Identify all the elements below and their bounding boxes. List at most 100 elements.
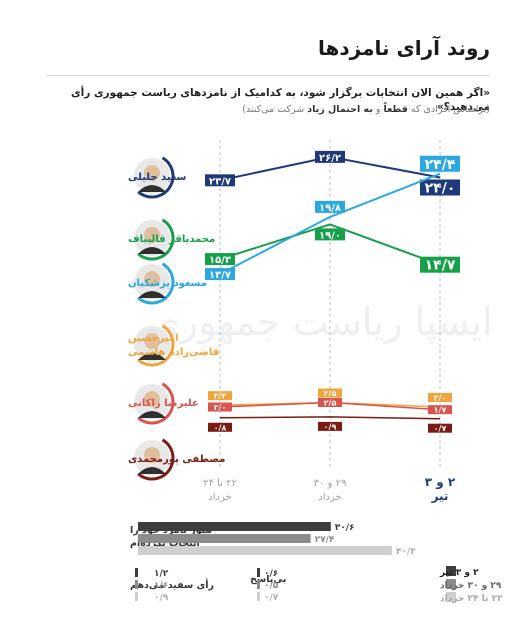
candidate-name: مصطفی پورمحمدی — [128, 454, 225, 465]
data-label: ۲/۰ — [214, 403, 227, 412]
data-label: ۲/۵ — [324, 389, 337, 398]
legend-label: ۲ و ۳ تیر — [439, 568, 479, 578]
x-tick-label: تیر — [431, 489, 449, 503]
subtitle-suffix: شرکت می‌کنند) — [242, 104, 308, 115]
candidate-photo-ring — [129, 259, 175, 305]
survey-question: «اگر همین الان انتخابات برگزار شود، به ک… — [71, 87, 490, 113]
subtitle-mid: و — [372, 104, 384, 115]
data-label: ۱۳/۷ — [209, 270, 231, 281]
no-answer-label: بی‌پاسخ — [250, 574, 287, 585]
data-label: ۱۵/۳ — [209, 255, 231, 266]
blank-vote-marker — [135, 592, 138, 601]
title-divider — [46, 75, 490, 76]
candidate-photo-ring — [129, 215, 175, 261]
data-label-bg — [428, 393, 452, 402]
candidate-face — [144, 165, 160, 181]
candidate-face — [144, 333, 160, 349]
blank-vote-value: ۱/۶ — [154, 581, 168, 591]
no-answer-value: ۰/۵ — [264, 581, 279, 591]
data-label-bg — [318, 388, 342, 398]
candidate-face — [144, 447, 160, 463]
data-label-bg — [428, 423, 452, 433]
blank-vote-marker — [135, 568, 138, 577]
data-label: ۲/۲ — [214, 392, 227, 401]
x-tick-label: ۲۲ تا ۲۴ — [203, 478, 237, 489]
candidate-suit — [138, 467, 166, 474]
no-answer-marker — [257, 568, 260, 577]
data-label-bg — [315, 150, 345, 163]
data-label: ۱/۷ — [434, 406, 447, 415]
no-answer-marker — [257, 592, 260, 601]
legend-label: ۲۹ و ۳۰ خرداد — [440, 581, 502, 591]
blank-vote-value: ۱/۲ — [154, 569, 169, 579]
undecided-bar — [138, 546, 392, 555]
candidate-photo-ring — [129, 435, 175, 481]
candidate-name: قاضی‌زاده هاشمی — [128, 347, 219, 358]
candidate-suit — [138, 353, 166, 360]
no-answer-value: ۰/۷ — [264, 593, 279, 603]
undecided-value: ۴۰/۳ — [396, 547, 416, 557]
undecided-bar — [138, 534, 311, 543]
data-label-bg — [205, 174, 235, 187]
x-tick-label: ۲۹ و ۳۰ — [314, 478, 347, 489]
data-label: ۲/۰ — [434, 394, 447, 403]
data-label: ۲۴/۰ — [425, 181, 456, 197]
subtitle-prefix: (براساس افرادی که — [407, 104, 490, 115]
series-line-3 — [219, 172, 441, 275]
data-label: ۰/۹ — [324, 422, 337, 431]
blank-vote-value: ۰/۹ — [154, 593, 169, 603]
legend-swatch — [446, 592, 456, 602]
candidate-photo-ring — [129, 321, 175, 367]
no-answer-marker — [257, 580, 260, 589]
undecided-label: انتخاب نکرده‌ام — [130, 538, 200, 549]
data-label-bg — [205, 268, 235, 281]
data-label-bg — [315, 200, 345, 213]
data-label: ۰/۷ — [434, 424, 447, 433]
data-label: ۱۹/۸ — [319, 203, 341, 214]
page-title: روند آرای نامزدها — [318, 36, 490, 60]
candidate-name: سعید جلیلی — [128, 172, 187, 183]
data-label-bg — [208, 402, 232, 412]
candidate-face — [144, 391, 160, 407]
candidate-name: علیرضا زاکانی — [128, 398, 199, 409]
data-label-bg — [208, 391, 232, 401]
data-label: ۱۴/۷ — [425, 258, 456, 274]
candidate-photo-ring — [129, 379, 175, 425]
candidate-face — [144, 227, 160, 243]
data-label-bg — [420, 256, 460, 273]
candidate-name: محمدباقر قالیباف — [128, 234, 215, 245]
data-label-bg — [420, 179, 460, 196]
watermark-logo: ایسپا ریاست جمهوری — [150, 300, 493, 344]
candidate-name: امیرحسین — [128, 333, 178, 344]
data-label: ۱۹/۰ — [319, 230, 341, 241]
series-line-2 — [219, 223, 441, 266]
candidate-name: مسعود پزشکیان — [128, 278, 207, 289]
candidate-suit — [138, 291, 166, 298]
data-label: ۲/۵ — [324, 399, 337, 408]
no-answer-value: ۰/۶ — [264, 569, 278, 579]
undecided-value: ۲۷/۴ — [315, 535, 335, 545]
data-label-bg — [420, 155, 460, 172]
series-line-6 — [219, 416, 441, 420]
data-label-bg — [208, 422, 232, 432]
data-label-bg — [318, 421, 342, 431]
subtitle-bold-2: به احتمال زیاد — [307, 104, 373, 115]
subtitle-bold-1: قطعاً — [383, 104, 408, 115]
data-label: ۰/۸ — [214, 423, 227, 432]
candidate-suit — [138, 185, 166, 192]
data-label-bg — [205, 253, 235, 266]
legend-swatch — [446, 579, 456, 589]
survey-subtitle: (براساس افرادی که قطعاً و به احتمال زیاد… — [40, 104, 490, 115]
undecided-bar — [138, 522, 331, 531]
data-label: ۲۳/۷ — [209, 176, 231, 187]
data-label-bg — [428, 405, 452, 415]
data-label-bg — [318, 398, 342, 407]
x-tick-label: ۲ و ۳ — [425, 475, 456, 490]
x-tick-label: خرداد — [208, 492, 231, 503]
candidate-suit — [138, 247, 166, 254]
undecided-value: ۳۰/۶ — [335, 523, 355, 533]
legend-label: ۲۲ تا ۲۴ خرداد — [440, 594, 503, 604]
x-tick-label: خرداد — [318, 492, 341, 503]
